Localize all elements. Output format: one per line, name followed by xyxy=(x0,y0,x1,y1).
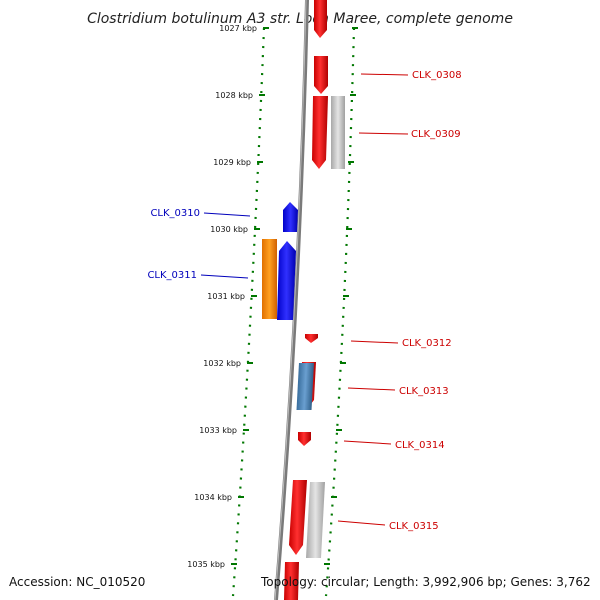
gene-feature-red xyxy=(314,0,327,38)
ruler-label: 1028 kbp xyxy=(215,91,253,100)
gene-label: CLK_0312 xyxy=(402,338,452,349)
ruler-label: 1035 kbp xyxy=(187,560,225,569)
gene-callouts xyxy=(200,73,409,526)
gene-label: CLK_0314 xyxy=(395,440,445,451)
map-title: Clostridium botulinum A3 str. Loch Maree… xyxy=(87,11,513,27)
gene-feature-steelblue xyxy=(296,363,314,410)
gene-feature-clk0311 xyxy=(277,241,296,320)
gene-label: CLK_0308 xyxy=(412,70,462,81)
genome-summary: Topology: circular; Length: 3,992,906 bp… xyxy=(261,575,591,589)
gene-feature-red xyxy=(284,562,299,600)
ruler-ticks: 1027 kbp 1028 kbp 1029 kbp 1030 kbp 1031 kbp… xyxy=(187,24,358,569)
gene-label: CLK_0309 xyxy=(411,129,461,140)
gene-feature-clk0308 xyxy=(314,56,328,94)
gene-features xyxy=(262,0,345,600)
accession-text: Accession: NC_010520 xyxy=(9,575,146,589)
ruler-label: 1032 kbp xyxy=(203,359,241,368)
ruler-label: 1031 kbp xyxy=(207,292,245,301)
gene-feature-grey xyxy=(306,482,325,558)
ruler-label: 1027 kbp xyxy=(219,24,257,33)
ruler-label: 1029 kbp xyxy=(213,158,251,167)
gene-labels: CLK_0308 CLK_0309 CLK_0310 CLK_0311 CLK_… xyxy=(147,70,461,532)
gene-label: CLK_0310 xyxy=(150,208,200,219)
gene-feature-clk0310 xyxy=(283,202,298,232)
gene-feature-grey xyxy=(331,96,345,169)
gene-label: CLK_0311 xyxy=(147,270,197,281)
gene-feature-clk0314 xyxy=(298,432,311,446)
gene-feature-clk0309 xyxy=(312,96,328,169)
gene-feature-clk0315 xyxy=(289,480,307,555)
ruler-label: 1030 kbp xyxy=(210,225,248,234)
ruler-label: 1034 kbp xyxy=(194,493,232,502)
outer-ruler xyxy=(231,27,266,597)
gene-feature-orange xyxy=(262,239,277,319)
gene-label: CLK_0315 xyxy=(389,521,439,532)
gene-label: CLK_0313 xyxy=(399,386,449,397)
gene-feature-clk0312 xyxy=(305,334,318,343)
ruler-label: 1033 kbp xyxy=(199,426,237,435)
backbone-track xyxy=(274,0,309,600)
